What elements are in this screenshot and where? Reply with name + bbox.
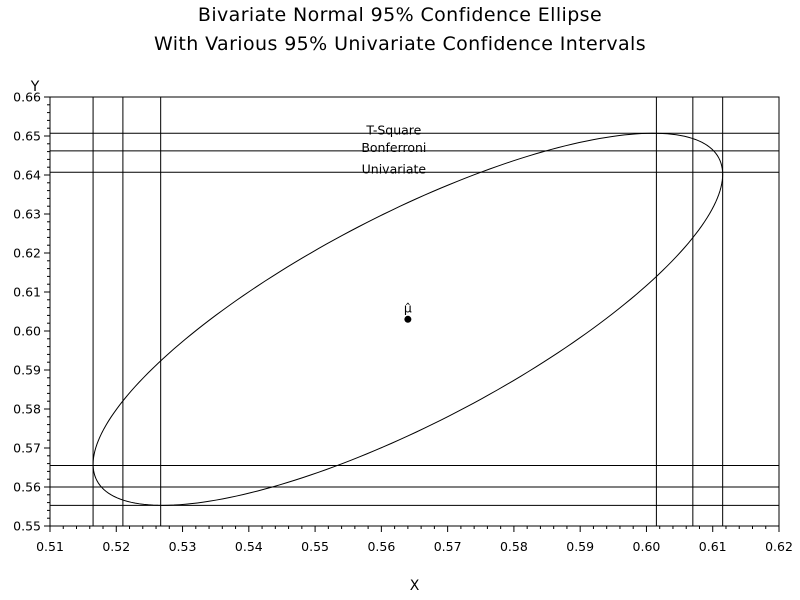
univariate-label: Univariate	[362, 161, 427, 176]
y-axis: 0.55 0.56 0.57 0.58 0.59 0.60 0.61 0.62 0.63 0.64…	[13, 90, 50, 534]
chart-title-line-2: With Various 95% Univariate Confidence I…	[153, 33, 647, 55]
x-tick-label: 0.57	[434, 539, 462, 554]
bonferroni-label: Bonferroni	[361, 140, 426, 155]
y-tick-label: 0.56	[13, 480, 41, 495]
y-tick-label: 0.65	[13, 129, 41, 144]
y-tick-label: 0.59	[13, 363, 41, 378]
y-tick-label: 0.64	[13, 168, 41, 183]
x-tick-label: 0.59	[566, 539, 594, 554]
confidence-ellipse	[92, 132, 724, 506]
x-tick-label: 0.53	[169, 539, 197, 554]
x-tick-label: 0.52	[102, 539, 130, 554]
y-tick-label: 0.61	[13, 285, 41, 300]
mean-point-label: μ̂	[404, 300, 412, 315]
chart-title-line-1: Bivariate Normal 95% Confidence Ellipse	[197, 4, 603, 26]
y-tick-label: 0.66	[13, 90, 41, 105]
x-tick-label: 0.58	[500, 539, 528, 554]
x-axis-label: X	[410, 578, 420, 594]
x-tick-label: 0.56	[367, 539, 395, 554]
x-tick-label: 0.55	[301, 539, 329, 554]
y-tick-label: 0.63	[13, 207, 41, 222]
y-tick-label: 0.58	[13, 402, 41, 417]
x-tick-label: 0.54	[235, 539, 263, 554]
x-axis: 0.51 0.52 0.53 0.54 0.55 0.56 0.57 0.58 0.59 0.60…	[36, 526, 793, 554]
x-tick-label: 0.61	[699, 539, 727, 554]
y-tick-label: 0.57	[13, 441, 41, 456]
y-axis-label: Y	[30, 79, 40, 95]
x-tick-label: 0.51	[36, 539, 64, 554]
y-tick-label: 0.62	[13, 246, 41, 261]
t-square-label: T-Square	[365, 122, 421, 137]
x-tick-label: 0.60	[633, 539, 661, 554]
y-tick-label: 0.60	[13, 324, 41, 339]
x-tick-label: 0.62	[765, 539, 793, 554]
interval-legend-labels: T-Square Bonferroni Univariate	[361, 122, 426, 176]
y-tick-label: 0.55	[13, 519, 41, 534]
mean-point	[404, 315, 412, 323]
plot-area-frame	[49, 96, 780, 527]
